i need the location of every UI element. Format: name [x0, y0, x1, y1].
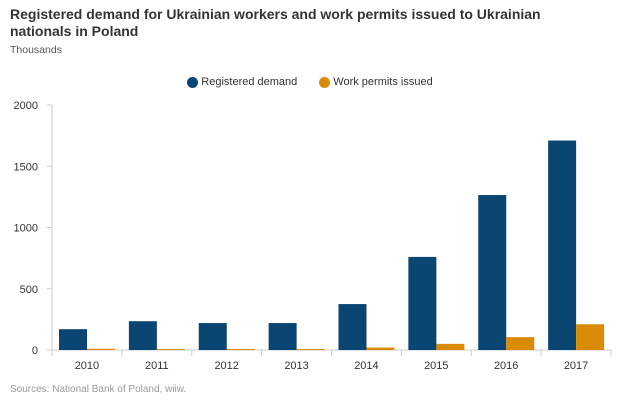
legend-item-work-permits: Work permits issued	[319, 76, 433, 88]
bar-work-permits-2017	[576, 324, 605, 350]
bar-work-permits-2016	[506, 337, 535, 350]
legend-swatch-registered-demand	[187, 76, 199, 88]
bar-registered-demand-2010	[59, 329, 87, 350]
bar-work-permits-2013	[296, 349, 325, 350]
x-tick-label: 2010	[75, 360, 99, 372]
y-tick-label: 2000	[14, 100, 38, 112]
x-tick-label: 2016	[494, 360, 518, 372]
x-tick-label: 2012	[214, 360, 238, 372]
bar-work-permits-2015	[436, 343, 465, 350]
y-tick-label: 1000	[14, 223, 38, 235]
bar-work-permits-2010	[87, 348, 115, 350]
bar-registered-demand-2014	[338, 304, 367, 350]
legend-label-registered-demand: Registered demand	[201, 76, 298, 88]
bar-registered-demand-2011	[128, 321, 157, 350]
bar-work-permits-2012	[226, 349, 255, 350]
x-tick-label: 2014	[354, 360, 378, 372]
bar-work-permits-2011	[156, 349, 185, 350]
y-tick-label: 500	[20, 284, 38, 296]
x-tick-label: 2011	[145, 360, 169, 372]
legend: Registered demand Work permits issued	[0, 76, 620, 88]
bar-registered-demand-2012	[198, 323, 227, 350]
y-tick-label: 1500	[14, 161, 38, 173]
bar-registered-demand-2013	[268, 323, 297, 350]
legend-swatch-work-permits	[319, 76, 331, 88]
bar-work-permits-2014	[366, 347, 395, 350]
legend-item-registered-demand: Registered demand	[187, 76, 297, 88]
x-tick-label: 2017	[564, 360, 588, 372]
x-tick-label: 2015	[424, 360, 448, 372]
chart-subtitle: Thousands	[10, 44, 62, 56]
source-note: Sources: National Bank of Poland, wiiw.	[10, 384, 187, 395]
legend-label-work-permits: Work permits issued	[333, 76, 433, 88]
x-tick-label: 2013	[284, 360, 308, 372]
bar-registered-demand-2017	[548, 140, 577, 350]
bar-registered-demand-2016	[478, 195, 507, 350]
bar-registered-demand-2015	[408, 256, 437, 350]
y-tick-label: 0	[32, 345, 38, 357]
chart-title: Registered demand for Ukrainian workers …	[10, 6, 541, 39]
